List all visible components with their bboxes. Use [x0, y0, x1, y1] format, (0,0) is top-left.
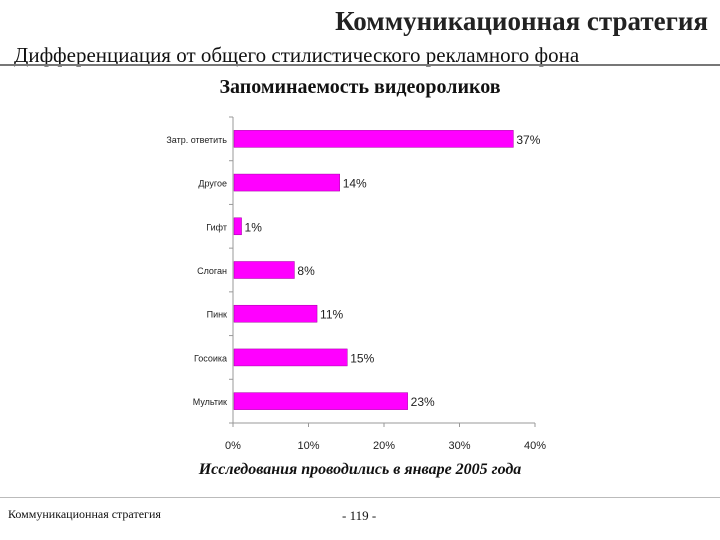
footer-divider: [0, 497, 720, 498]
data-label: 11%: [320, 308, 343, 322]
data-label: 1%: [245, 220, 263, 234]
data-label: 37%: [516, 133, 540, 147]
chart-title: Запоминаемость видеороликов: [219, 76, 501, 98]
bar: [233, 392, 408, 410]
category-label: Затр. ответить: [166, 135, 227, 145]
category-label: Другое: [198, 179, 227, 189]
data-label: 15%: [350, 351, 374, 365]
data-label: 8%: [297, 264, 315, 278]
category-label: Мультик: [193, 397, 227, 407]
bar: [233, 348, 348, 367]
category-label: Госоика: [194, 353, 227, 363]
footer-text: Коммуникационная стратегия: [8, 507, 161, 521]
x-tick-label: 40%: [524, 440, 546, 452]
bar: [233, 261, 295, 279]
page-subtitle: Дифференциация от общего стилистического…: [14, 43, 580, 67]
x-tick-label: 30%: [448, 440, 470, 452]
bar: [233, 217, 242, 236]
bar: [233, 173, 340, 192]
header-divider: [0, 64, 720, 66]
x-tick-label: 0%: [225, 440, 241, 452]
bar: [233, 304, 318, 323]
survey-note: Исследования проводились в январе 2005 г…: [198, 461, 522, 478]
category-label: Пинк: [207, 310, 227, 320]
page-number: - 119 -: [342, 508, 377, 523]
bar: [233, 130, 514, 148]
category-label: Гифт: [206, 222, 227, 232]
x-tick-label: 20%: [373, 440, 395, 452]
x-tick-label: 10%: [297, 440, 319, 452]
data-label: 23%: [411, 395, 435, 409]
page-title: Коммуникационная стратегия: [335, 6, 708, 36]
category-label: Слоган: [197, 266, 227, 276]
data-label: 14%: [343, 177, 367, 191]
